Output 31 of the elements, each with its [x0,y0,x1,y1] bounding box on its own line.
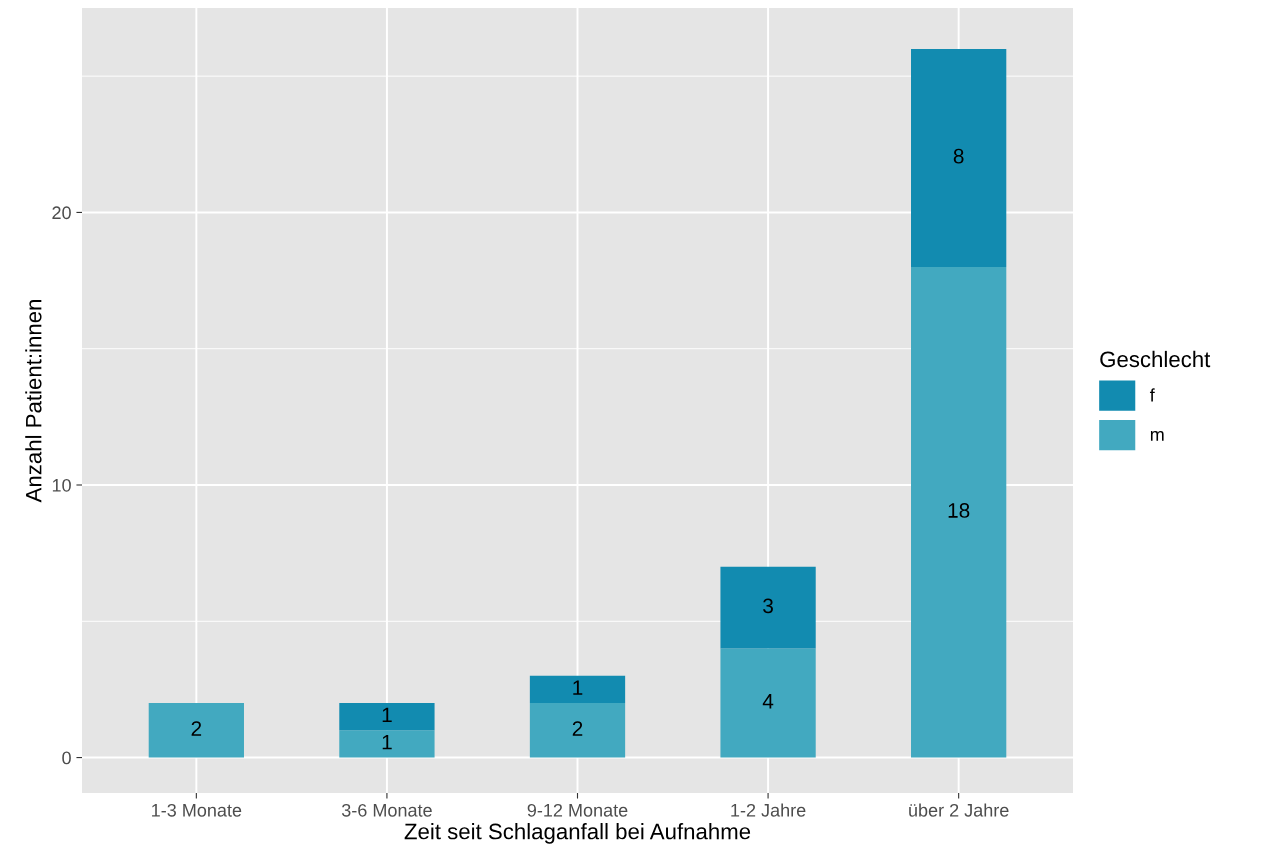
x-tick-label: 9-12 Monate [527,803,628,817]
data-label: 1 [573,680,583,695]
bar [720,648,816,758]
y-axis-title: Anzahl Patient:innen [25,300,42,503]
bar [911,48,1007,267]
bar [529,703,626,758]
y-tick-label: 20 [52,206,71,220]
legend-title: Geschlecht [1100,350,1211,368]
data-label: 18 [948,503,970,518]
bar [911,266,1007,758]
bar [339,703,435,731]
data-label: 1 [382,734,392,750]
bar [339,730,435,758]
data-label: 1 [382,707,392,723]
data-label: 8 [953,148,964,164]
x-tick-label: über 2 Jahre [909,803,1009,817]
x-tick-label: 1-3 Monate [152,803,242,817]
bar [529,675,626,704]
legend-label: m [1150,430,1164,441]
y-tick-label: 0 [62,751,71,765]
data-label: 2 [191,721,202,736]
y-tick-label: 10 [52,478,71,492]
data-label: 2 [572,721,583,736]
bar [720,566,816,649]
data-label: 3 [763,598,773,614]
x-tick-label: 3-6 Monate [341,803,432,817]
x-axis-title: Zeit seit Schlaganfall bei Aufnahme [404,823,751,844]
legend-label: f [1149,388,1155,402]
bar [148,703,244,758]
data-label: 4 [762,694,774,709]
x-tick-label: 1-2 Jahre [731,803,806,817]
